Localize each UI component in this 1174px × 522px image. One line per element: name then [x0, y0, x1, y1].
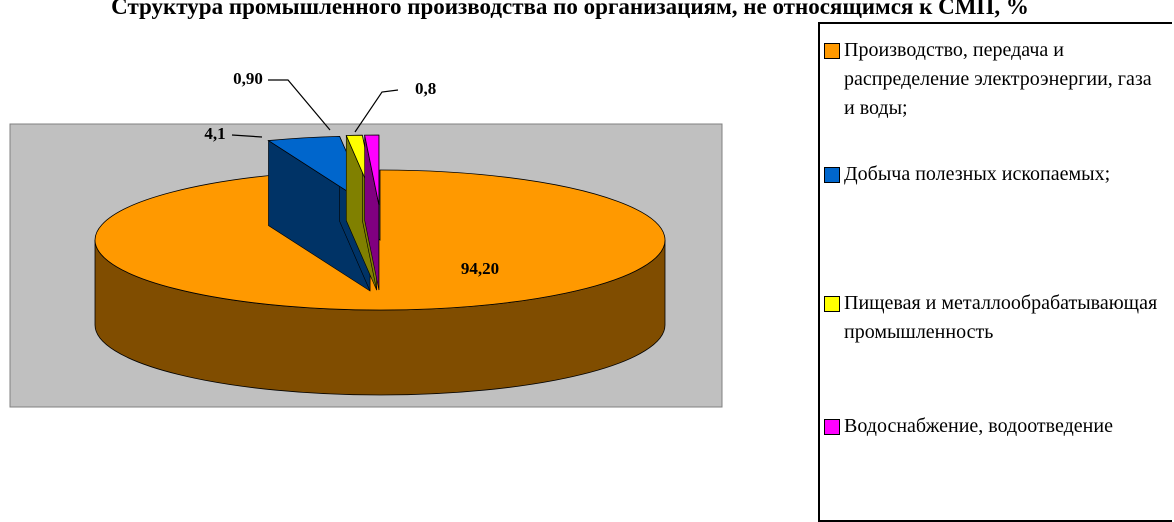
legend-swatch	[824, 419, 840, 435]
legend-swatch	[824, 296, 840, 312]
leader-line	[231, 134, 263, 138]
legend-item: Водоснабжение, водоотведение	[824, 412, 1164, 441]
slice	[364, 134, 380, 206]
data-label: 4,1	[204, 124, 225, 143]
legend-label: Водоснабжение, водоотведение	[844, 415, 1113, 437]
slice	[94, 169, 666, 311]
slice	[267, 135, 371, 208]
legend-label: Пищевая и металлообрабатывающая промышле…	[844, 292, 1158, 343]
chart: 94,20 4,1 0,90 0,8	[9, 69, 723, 408]
legend-item: Пищевая и металлообрабатывающая промышле…	[824, 289, 1164, 347]
legend-label: Производство, передача и распределение э…	[844, 39, 1152, 119]
data-label: 0,90	[233, 69, 263, 88]
legend: Производство, передача и распределение э…	[818, 22, 1172, 522]
legend-item: Добыча полезных ископаемых;	[824, 160, 1164, 189]
legend-item: Производство, передача и распределение э…	[824, 36, 1164, 123]
leader-line	[268, 79, 331, 131]
legend-label: Добыча полезных ископаемых;	[844, 163, 1111, 185]
pie: 94,20 4,1 0,90 0,8	[94, 69, 666, 396]
leader-line	[354, 89, 399, 133]
chart-title: Структура промышленного производства по …	[111, 0, 1029, 19]
legend-swatch	[824, 43, 840, 59]
data-label: 94,20	[461, 259, 499, 278]
legend-swatch	[824, 167, 840, 183]
data-label: 0,8	[415, 79, 436, 98]
